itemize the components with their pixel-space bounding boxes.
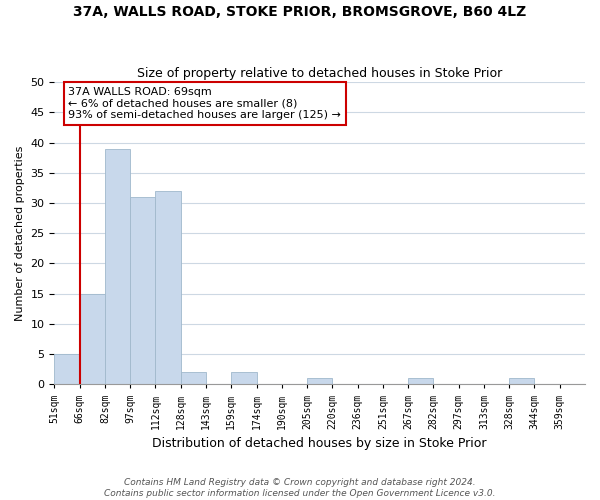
Title: Size of property relative to detached houses in Stoke Prior: Size of property relative to detached ho… <box>137 66 502 80</box>
X-axis label: Distribution of detached houses by size in Stoke Prior: Distribution of detached houses by size … <box>152 437 487 450</box>
Bar <box>509 378 535 384</box>
Bar <box>408 378 433 384</box>
Y-axis label: Number of detached properties: Number of detached properties <box>15 146 25 321</box>
Bar <box>130 197 155 384</box>
Bar <box>231 372 257 384</box>
Text: 37A, WALLS ROAD, STOKE PRIOR, BROMSGROVE, B60 4LZ: 37A, WALLS ROAD, STOKE PRIOR, BROMSGROVE… <box>73 5 527 19</box>
Bar <box>307 378 332 384</box>
Bar <box>155 191 181 384</box>
Bar <box>80 294 105 384</box>
Text: 37A WALLS ROAD: 69sqm
← 6% of detached houses are smaller (8)
93% of semi-detach: 37A WALLS ROAD: 69sqm ← 6% of detached h… <box>68 87 341 120</box>
Bar <box>55 354 80 384</box>
Bar <box>105 148 130 384</box>
Bar <box>181 372 206 384</box>
Text: Contains HM Land Registry data © Crown copyright and database right 2024.
Contai: Contains HM Land Registry data © Crown c… <box>104 478 496 498</box>
